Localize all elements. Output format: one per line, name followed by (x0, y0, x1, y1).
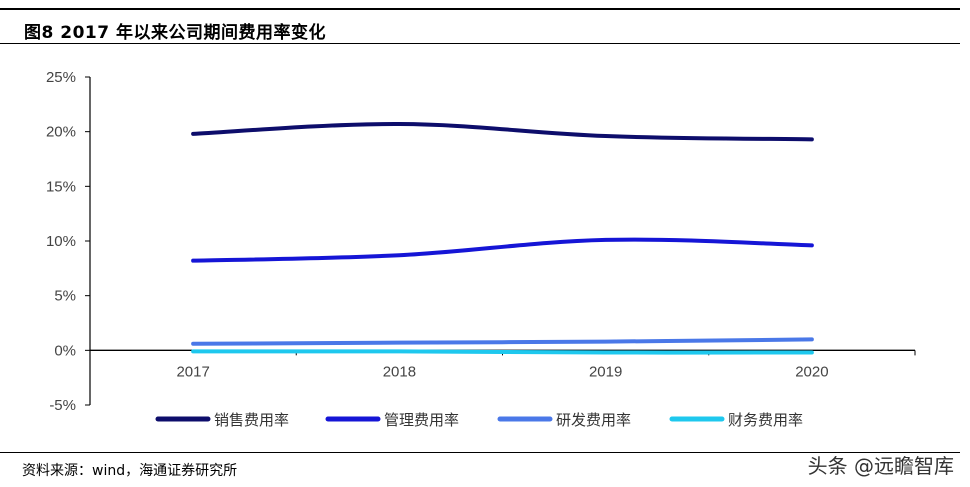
series-line-0 (191, 122, 814, 142)
y-tick-label: 0% (54, 342, 76, 359)
legend: 销售费用率 管理费用率 研发费用率 财务费用率 (155, 412, 803, 429)
source-note: 资料来源：wind，海通证券研究所 (22, 463, 238, 479)
series-layer (191, 122, 814, 355)
series-line-1 (191, 237, 814, 263)
y-tick-label: 5% (54, 288, 76, 305)
legend-label-3: 财务费用率 (728, 412, 803, 429)
page-title: 图8 2017 年以来公司期间费用率变化 (24, 23, 326, 43)
series-line-2 (191, 337, 814, 346)
x-tick-label: 2020 (795, 363, 828, 380)
y-tick-label: 25% (46, 69, 76, 86)
legend-label-0: 销售费用率 (214, 412, 289, 429)
legend-label-2: 研发费用率 (556, 412, 631, 429)
y-tick-label: -5% (49, 397, 76, 414)
legend-label-1: 管理费用率 (384, 412, 459, 429)
chart: -5% 0% 5% 10% 15% 20% 25% 2017 2018 2019 2020 销售费… (0, 50, 960, 455)
x-tick-label: 2018 (383, 363, 416, 380)
y-tick-label: 15% (46, 178, 76, 195)
watermark: 头条 @远瞻智库 (807, 454, 954, 478)
y-tick-label: 20% (46, 124, 76, 141)
series-line-3 (191, 349, 814, 355)
x-tick-label: 2017 (176, 363, 209, 380)
y-axis: -5% 0% 5% 10% 15% 20% 25% (46, 69, 91, 414)
x-tick-label: 2019 (589, 363, 622, 380)
x-axis: 2017 2018 2019 2020 (89, 349, 916, 380)
title-bar: 图8 2017 年以来公司期间费用率变化 (0, 8, 960, 44)
line-chart: -5% 0% 5% 10% 15% 20% 25% 2017 2018 2019 2020 销售费… (46, 69, 916, 429)
source-divider (0, 452, 960, 453)
y-tick-label: 10% (46, 233, 76, 250)
